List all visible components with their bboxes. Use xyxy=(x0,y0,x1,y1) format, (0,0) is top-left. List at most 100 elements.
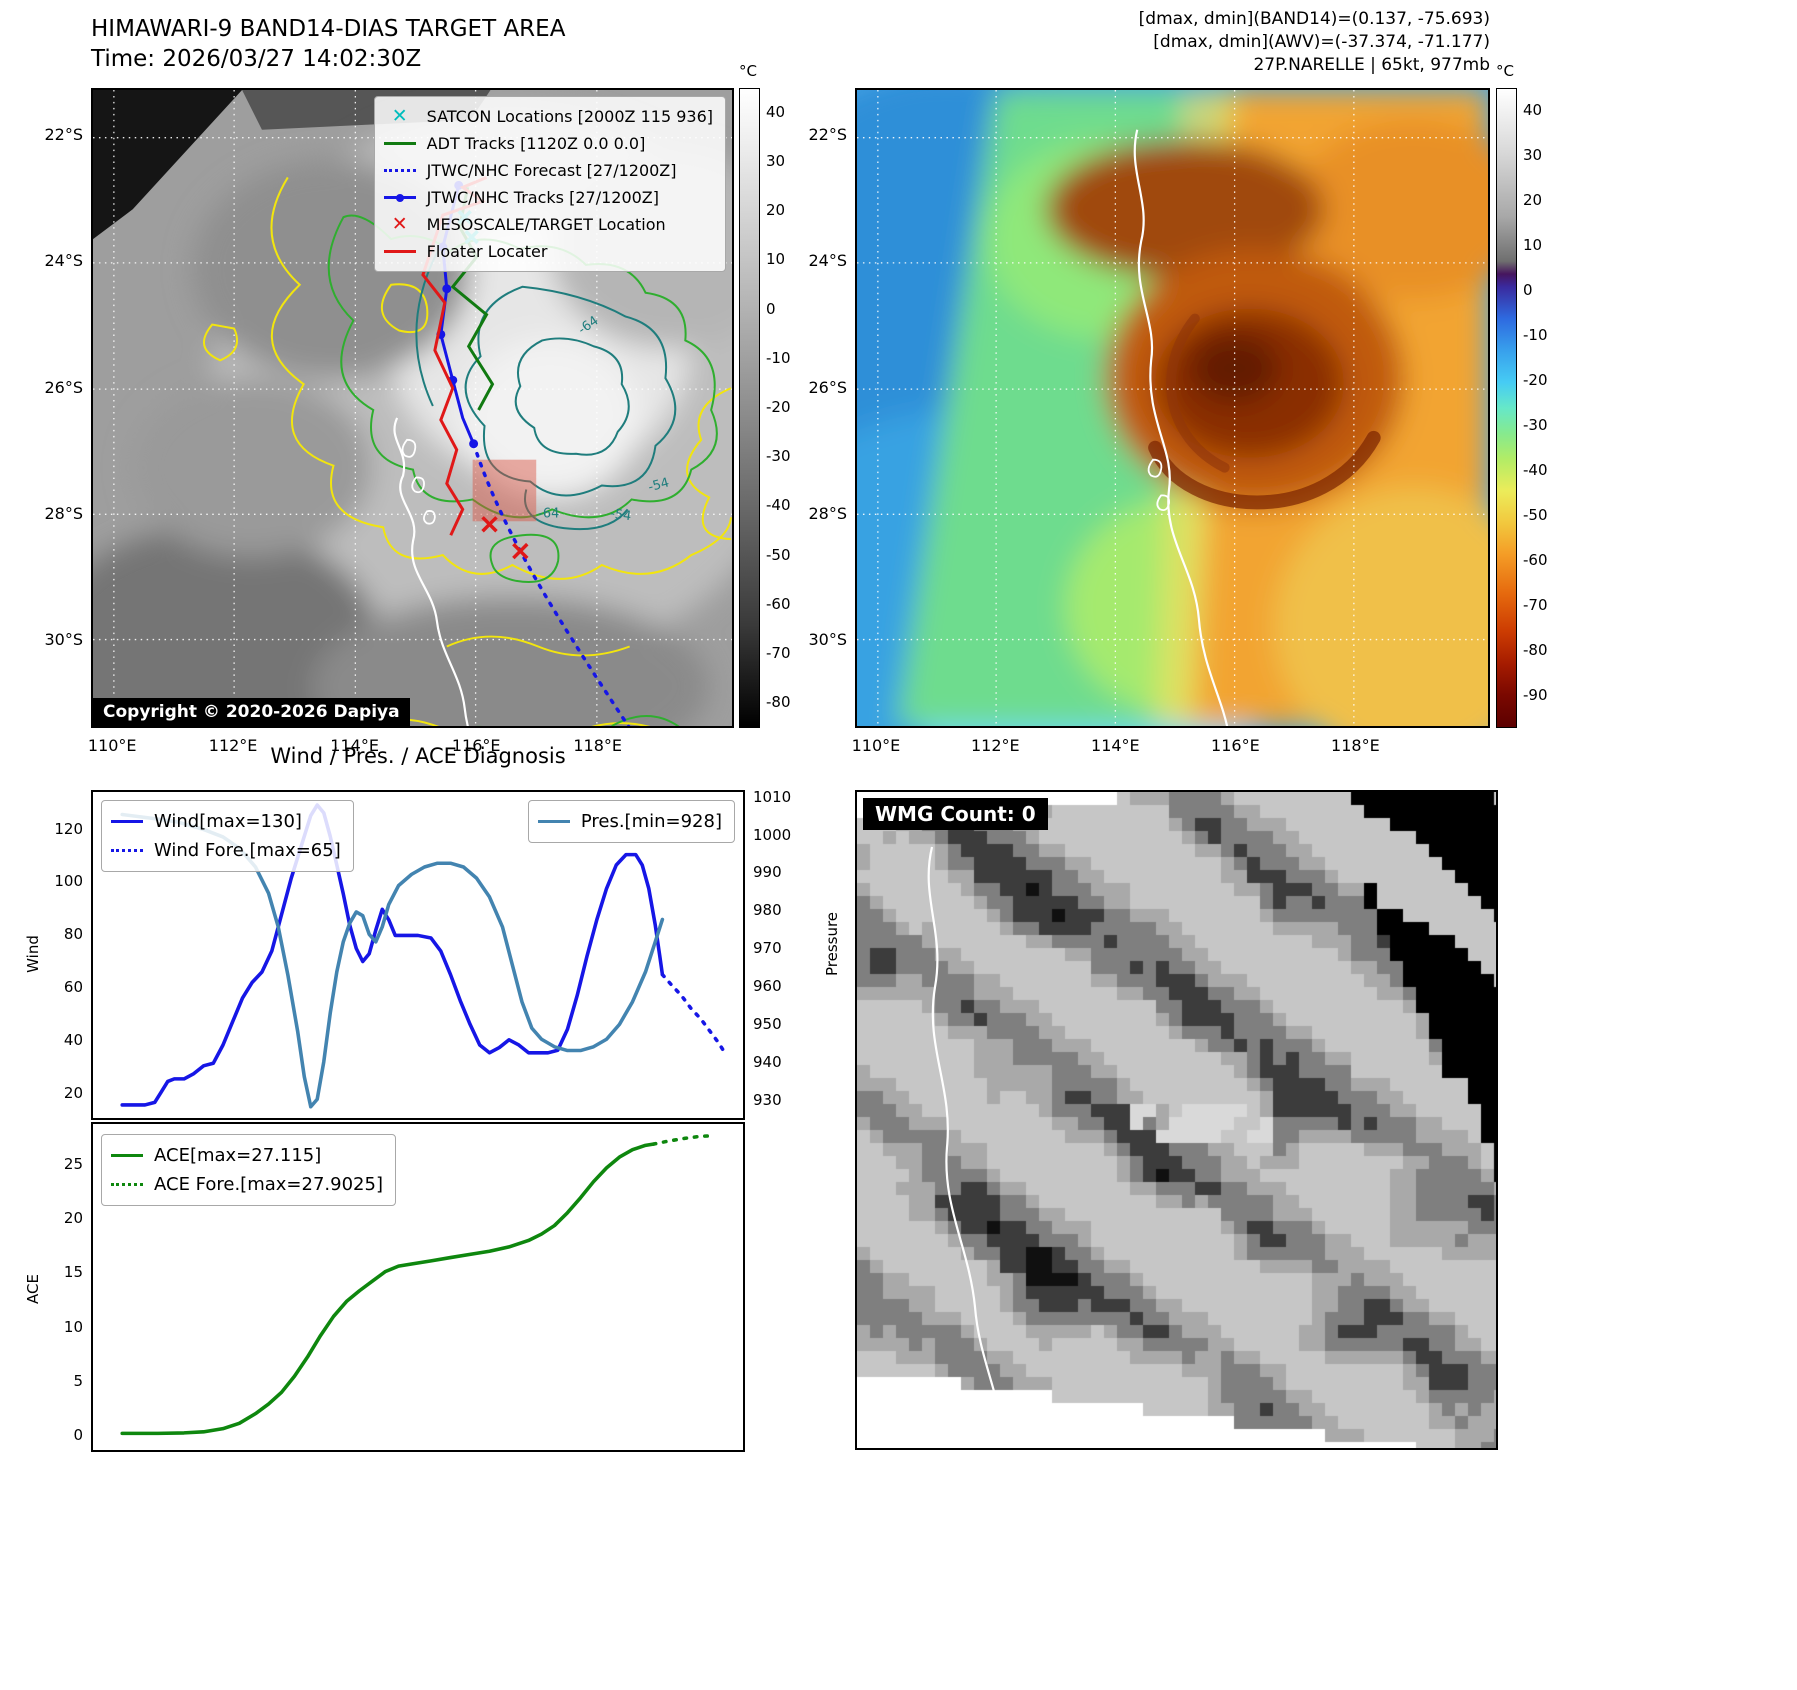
map1-lat-label: 22°S xyxy=(44,125,83,144)
contours-yellow xyxy=(203,176,732,726)
awv-colorbar-tick: 40 xyxy=(1523,100,1543,119)
band14-colorbar xyxy=(739,88,760,728)
legend-entry: ✕ MESOSCALE/TARGET Location xyxy=(383,211,713,238)
pressure-y-tick: 940 xyxy=(753,1053,782,1072)
legend-label: JTWC/NHC Tracks [27/1200Z] xyxy=(426,188,660,207)
legend-label: Floater Locater xyxy=(426,242,548,261)
awv-colorbar-tick: -60 xyxy=(1523,551,1548,570)
ace-y-tick: 25 xyxy=(63,1155,83,1174)
green-line-icon xyxy=(383,142,417,145)
legend-entry: Wind Fore.[max=65] xyxy=(110,836,341,865)
islands xyxy=(1147,458,1171,511)
red-x-icon: ✕ xyxy=(391,213,408,235)
awv-colorbar-tick: 20 xyxy=(1523,190,1543,209)
map2-lon-label: 112°E xyxy=(971,736,1020,755)
coastline-path xyxy=(927,846,1007,1445)
coastline-path xyxy=(393,417,469,726)
pressure-y-tick: 1000 xyxy=(753,825,792,844)
line-sample-icon xyxy=(110,1154,144,1157)
scan-edge xyxy=(93,90,243,240)
map2-lon-label: 110°E xyxy=(851,736,901,755)
legend-label: JTWC/NHC Forecast [27/1200Z] xyxy=(426,161,677,180)
legend-entry: Floater Locater xyxy=(383,238,713,265)
grid-lines xyxy=(857,90,1488,726)
awv-texture xyxy=(857,90,1488,726)
band14-colorbar-tick: 0 xyxy=(766,299,776,318)
wind-axis-label: Wind xyxy=(23,935,42,973)
ace-y-tick: 5 xyxy=(73,1371,83,1390)
band14-colorbar-tick: 20 xyxy=(766,201,786,220)
awv-colorbar-tick: 30 xyxy=(1523,145,1543,164)
series-line xyxy=(660,972,727,1055)
islands xyxy=(401,438,436,525)
legend-label: ACE Fore.[max=27.9025] xyxy=(154,1174,383,1195)
legend-entry: JTWC/NHC Tracks [27/1200Z] xyxy=(383,184,713,211)
band14-colorbar-tick: -60 xyxy=(766,594,791,613)
mesoscale-x-icon xyxy=(481,516,529,560)
awv-colorbar-tick: -90 xyxy=(1523,686,1548,705)
legend-label: SATCON Locations [2000Z 115 936] xyxy=(426,107,713,126)
wind-pressure-plot xyxy=(120,803,727,1109)
map1-lat-label: 28°S xyxy=(44,503,83,523)
contour-label: -54 xyxy=(647,475,671,495)
band14-map: -64 -54 -64 -54 ✕ SATCON Locations [2000Z… xyxy=(91,88,734,728)
wind-y-tick: 120 xyxy=(54,819,83,838)
header-line-awv: [dmax, dmin](AWV)=(-37.374, -71.177) xyxy=(1153,32,1490,52)
cyan-x-icon: ✕ xyxy=(391,105,408,127)
map2-lon-label: 118°E xyxy=(1331,736,1380,755)
pressure-y-tick: 930 xyxy=(753,1091,782,1110)
legend-entry: ACE Fore.[max=27.9025] xyxy=(110,1170,383,1199)
pressure-y-tick: 980 xyxy=(753,901,782,920)
header-line-band14: [dmax, dmin](BAND14)=(0.137, -75.693) xyxy=(1138,9,1490,29)
map1-lat-label: 30°S xyxy=(44,629,83,649)
pressure-y-tick: 970 xyxy=(753,939,782,958)
band14-colorbar-tick: -40 xyxy=(766,496,791,515)
map2-lon-label: 116°E xyxy=(1211,736,1260,755)
awv-colorbar-tick: -50 xyxy=(1523,506,1548,525)
ace-chart: ACE[max=27.115] ACE Fore.[max=27.9025] xyxy=(91,1122,745,1452)
awv-header: [dmax, dmin](BAND14)=(0.137, -75.693) [d… xyxy=(1040,8,1490,77)
red-line-icon xyxy=(383,250,417,253)
storm-swirl xyxy=(1166,313,1230,473)
awv-colorbar-tick: 10 xyxy=(1523,235,1543,254)
map-legend: ✕ SATCON Locations [2000Z 115 936] ADT Tra… xyxy=(373,96,726,272)
band14-colorbar-tick: 30 xyxy=(766,151,786,170)
awv-colorbar-tick: -30 xyxy=(1523,416,1548,435)
awv-map xyxy=(855,88,1490,728)
ace-y-tick: 10 xyxy=(63,1317,83,1336)
legend-entry: ✕ SATCON Locations [2000Z 115 936] xyxy=(383,103,713,130)
pressure-axis-label: Pressure xyxy=(823,911,842,977)
awv-colorbar-tick: -10 xyxy=(1523,325,1548,344)
wind-pressure-chart: Wind[max=130] Wind Fore.[max=65] Pres.[mi… xyxy=(91,790,745,1120)
band14-colorbar-tick: -50 xyxy=(766,545,791,564)
diagnosis-title: Wind / Pres. / ACE Diagnosis xyxy=(270,744,566,768)
pressure-y-tick: 950 xyxy=(753,1015,782,1034)
blue-line-dot-icon xyxy=(383,193,417,202)
copyright-label: Copyright © 2020-2026 Dapiya xyxy=(93,698,410,726)
ace-y-tick: 20 xyxy=(63,1209,83,1228)
awv-colorbar-unit: °C xyxy=(1496,62,1514,80)
blue-dotted-icon xyxy=(383,169,417,172)
wmg-count-label: WMG Count: 0 xyxy=(863,798,1048,830)
map2-lat-label: 30°S xyxy=(808,629,847,649)
band14-colorbar-tick: -10 xyxy=(766,348,791,367)
line-sample-icon xyxy=(110,1183,144,1186)
band14-colorbar-tick: -30 xyxy=(766,447,791,466)
wind-y-tick: 100 xyxy=(54,872,83,891)
awv-colorbar-tick: -20 xyxy=(1523,370,1548,389)
ace-y-tick: 0 xyxy=(73,1425,83,1444)
legend-entry: Wind[max=130] xyxy=(110,807,341,836)
awv-imagery xyxy=(857,90,1488,726)
map2-lat-label: 28°S xyxy=(808,503,847,523)
contour-label: -64 xyxy=(538,506,559,521)
wmg-panel: WMG Count: 0 xyxy=(855,790,1498,1450)
line-sample-icon xyxy=(110,849,144,852)
awv-colorbar xyxy=(1496,88,1517,728)
series-line xyxy=(120,812,665,1109)
map2-lat-label: 24°S xyxy=(808,251,847,271)
awv-colorbar-tick: -40 xyxy=(1523,461,1548,480)
pressure-y-tick: 960 xyxy=(753,977,782,996)
legend-label: Wind Fore.[max=65] xyxy=(154,840,341,861)
map1-lat-label: 26°S xyxy=(44,377,83,397)
band14-title: HIMAWARI-9 BAND14-DIAS TARGET AREA xyxy=(91,16,566,42)
